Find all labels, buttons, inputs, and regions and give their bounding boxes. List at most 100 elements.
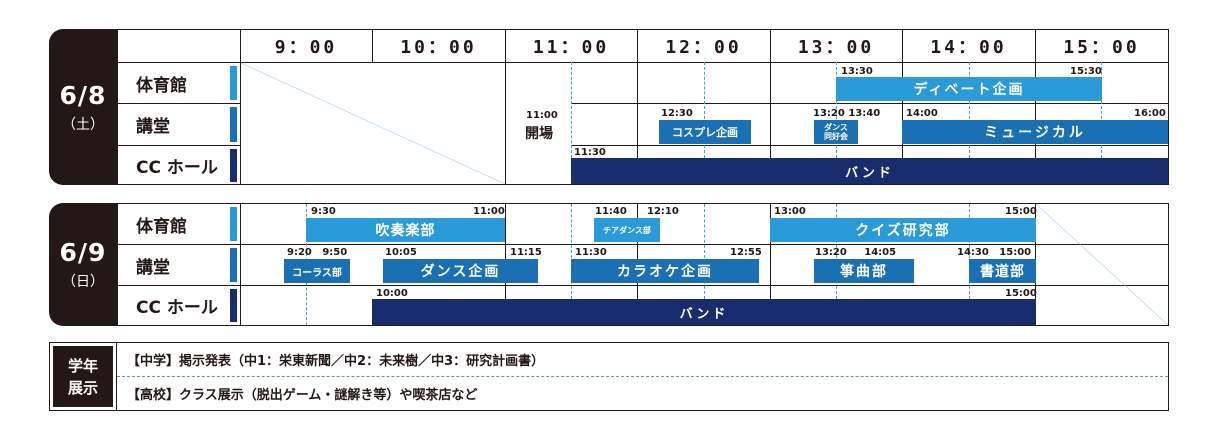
day2-event-koto: 箏曲部 <box>814 259 914 283</box>
exhibits-divider <box>117 376 1168 377</box>
day2-event-karaoke: カラオケ企画 <box>571 259 759 283</box>
day1-opening-label: 開場 <box>525 126 553 142</box>
exhibits-high-school: 【高校】クラス展示（脱出ゲーム・謎解き等）や喫茶店など <box>127 388 478 403</box>
day2-chorus-start: 9:20 <box>287 247 312 258</box>
day1-event-musical: ミュージカル <box>902 120 1168 144</box>
exhibits-title-divider <box>116 343 117 410</box>
day2-half-line <box>969 204 970 299</box>
day1-weekday: （土） <box>62 116 104 133</box>
day2-koto-start: 13:20 <box>815 247 847 258</box>
day1-dance-club-time: 13:20 13:40 <box>813 108 880 119</box>
day1-col-line <box>372 30 373 62</box>
day2-col-line <box>505 204 506 299</box>
day1-row-line <box>117 145 240 146</box>
day1-opening-time: 11:00 <box>526 110 558 121</box>
day2-event-band: バンド <box>372 299 1036 325</box>
header-time-12: 12：00 <box>665 37 742 58</box>
day1-half-line <box>704 62 705 158</box>
day1-venue-cc: CC ホール <box>136 157 218 178</box>
header-time-13: 13：00 <box>797 37 875 58</box>
day2-row-line <box>117 285 1168 286</box>
day2-event-calligraphy: 書道部 <box>969 259 1036 283</box>
day2-half-line <box>571 204 572 299</box>
day2-grid <box>117 203 1169 326</box>
day2-dance-end: 11:15 <box>510 247 542 258</box>
day1-dance-club-end: 13:40 <box>848 108 881 119</box>
day2-karaoke-start: 11:30 <box>575 247 607 258</box>
day2-date-box: 6/9 （日） <box>49 203 117 326</box>
day2-event-brass: 吹奏楽部 <box>306 218 505 242</box>
day2-col-line <box>637 204 638 299</box>
day2-half-line <box>704 204 705 299</box>
day1-event-band: バンド <box>571 158 1168 184</box>
exhibits-box: 学年 展示 【中学】掲示発表（中1：栄東新聞／中2：未来樹／中3：研究計画書） … <box>49 342 1169 411</box>
day2-event-chorus: コーラス部 <box>284 259 350 283</box>
day2-koto-time: 13:20 14:05 <box>815 247 896 258</box>
header-time-9: 9：00 <box>274 37 338 58</box>
day2-chorus-end: 9:50 <box>322 247 348 258</box>
day2-schedule: 6/9 （日） <box>49 203 1169 326</box>
day1-cosplay-start: 12:30 <box>661 108 693 119</box>
header-time-14: 14：00 <box>930 37 1007 58</box>
day2-venue-hall-tab <box>230 248 237 282</box>
day2-band-start: 10:00 <box>376 288 408 299</box>
day2-calligraphy-start: 14:30 <box>957 247 989 258</box>
day1-half-line <box>1101 62 1102 158</box>
header-time-11: 11：00 <box>532 37 610 58</box>
day2-quiz-end: 15:00 <box>1005 206 1037 217</box>
day2-karaoke-end: 12:55 <box>730 247 762 258</box>
day1-event-cosplay: コスプレ企画 <box>659 120 751 144</box>
day1-venue-gym-tab <box>230 66 237 100</box>
day2-venue-gym: 体育館 <box>136 216 187 237</box>
day2-half-line <box>836 204 837 299</box>
day2-date: 6/9 <box>59 238 107 267</box>
day1-schedule: 6/8 （土） <box>49 29 1169 185</box>
day1-row-line <box>571 103 1168 104</box>
day1-half-line <box>836 62 837 158</box>
day2-calligraphy-end: 15:00 <box>999 247 1032 258</box>
day1-date-box: 6/8 （土） <box>49 29 117 185</box>
day1-event-dance-club: ダンス 同好会 <box>814 120 858 144</box>
day1-venue-gym: 体育館 <box>136 75 187 96</box>
day1-venue-hall: 講堂 <box>136 117 170 137</box>
day1-no-event-area <box>241 63 505 184</box>
day2-calligraphy-time: 14:30 15:00 <box>957 247 1031 258</box>
day1-header-line <box>117 62 1168 63</box>
day1-band-start: 11:30 <box>574 147 606 158</box>
day2-koto-end: 14:05 <box>864 247 897 258</box>
day1-col-line <box>240 30 241 184</box>
day1-venue-hall-tab <box>230 107 237 142</box>
day1-event-debate: ディベート企画 <box>836 77 1102 101</box>
day1-venue-cc-tab <box>230 149 237 182</box>
day2-chorus-time: 9:20 9:50 <box>287 247 347 258</box>
day1-half-line <box>969 62 970 158</box>
day1-row-line <box>571 145 1168 146</box>
day1-col-line <box>505 30 506 184</box>
day1-row-line <box>117 103 240 104</box>
day2-event-quiz: クイズ研究部 <box>770 218 1036 242</box>
header-time-10: 10：00 <box>400 37 477 58</box>
day2-venue-cc-tab <box>230 289 237 322</box>
day2-cheer-start: 11:40 <box>595 206 627 217</box>
day1-col-line <box>770 30 771 158</box>
day1-musical-start: 14:00 <box>906 108 938 119</box>
day1-grid <box>117 29 1169 185</box>
day2-brass-start: 9:30 <box>311 206 336 217</box>
day1-col-line <box>637 30 638 158</box>
day2-brass-end: 11:00 <box>473 206 505 217</box>
day2-col-line <box>770 204 771 299</box>
day2-col-line <box>240 204 241 325</box>
header-time-15: 15：00 <box>1063 37 1140 58</box>
exhibits-title: 学年 展示 <box>53 346 113 407</box>
day1-half-line <box>571 62 572 158</box>
day2-venue-cc: CC ホール <box>136 298 218 318</box>
day2-event-dance: ダンス企画 <box>383 259 538 283</box>
day1-musical-end: 16:00 <box>1134 108 1166 119</box>
day2-no-event-area <box>1036 204 1168 325</box>
day2-venue-hall: 講堂 <box>136 257 170 278</box>
day1-date: 6/8 <box>59 80 107 110</box>
day1-dance-club-start: 13:20 <box>813 108 845 119</box>
day2-venue-gym-tab <box>230 207 237 241</box>
day2-dance-start: 10:05 <box>385 247 417 258</box>
day2-row-line <box>117 244 1168 245</box>
